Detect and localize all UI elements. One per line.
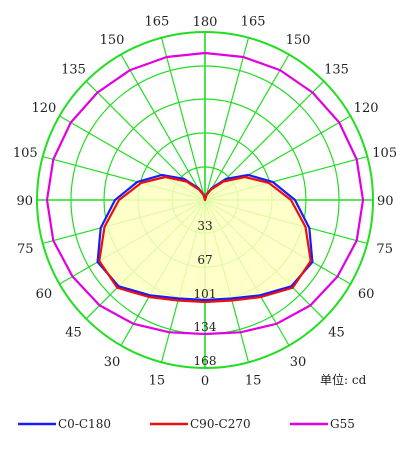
angle-label: 165 xyxy=(241,14,266,29)
angle-label: 30 xyxy=(104,355,121,370)
legend-label: G55 xyxy=(330,417,355,431)
angle-label: 135 xyxy=(324,63,349,78)
angle-label: 75 xyxy=(17,242,34,257)
angle-label: 90 xyxy=(377,194,394,209)
angle-label: 120 xyxy=(354,101,379,116)
angle-label: 75 xyxy=(376,242,393,257)
angle-label: 135 xyxy=(61,63,86,78)
unit-label: 单位: cd xyxy=(320,372,367,387)
series-layer xyxy=(45,51,365,336)
angle-label: 45 xyxy=(328,326,345,341)
grid-spoke xyxy=(120,54,206,201)
series-line-g55 xyxy=(45,51,365,336)
grid-spoke xyxy=(204,54,290,201)
angle-label: 60 xyxy=(36,287,53,302)
legend-label: C0-C180 xyxy=(58,417,111,431)
radial-tick-label: 33 xyxy=(197,219,212,233)
radial-tick-label: 168 xyxy=(194,354,217,368)
angle-label: 105 xyxy=(13,146,38,161)
angle-label: 120 xyxy=(31,101,56,116)
legend-label: C90-C270 xyxy=(190,417,251,431)
series-fill-c0-c180 xyxy=(97,175,313,300)
radial-tick-labels: 33 67 101 134 168 xyxy=(194,219,217,368)
grid-spoke xyxy=(160,37,206,201)
angle-label: 105 xyxy=(372,146,396,161)
angle-label: 180 xyxy=(193,15,218,30)
series-line-c90-c270 xyxy=(98,175,312,304)
angle-label: 45 xyxy=(65,326,82,341)
angle-label: 0 xyxy=(201,374,209,389)
grid-spoke xyxy=(204,37,250,201)
angle-labels: 0 15 15 30 30 45 45 60 60 75 75 90 90 105 105 120 120 135… xyxy=(13,14,396,389)
radial-tick-label: 67 xyxy=(197,253,212,267)
angle-label: 150 xyxy=(100,33,125,48)
angle-label: 60 xyxy=(358,287,375,302)
angle-label: 150 xyxy=(286,33,311,48)
legend: C0-C180 C90-C270 G55 xyxy=(18,417,355,431)
angle-label: 15 xyxy=(149,374,166,389)
radial-tick-label: 101 xyxy=(194,287,217,301)
angle-label: 165 xyxy=(144,14,169,29)
angle-label: 30 xyxy=(290,355,307,370)
angle-label: 15 xyxy=(245,374,262,389)
angle-label: 90 xyxy=(16,194,33,209)
radial-tick-label: 134 xyxy=(194,320,217,334)
